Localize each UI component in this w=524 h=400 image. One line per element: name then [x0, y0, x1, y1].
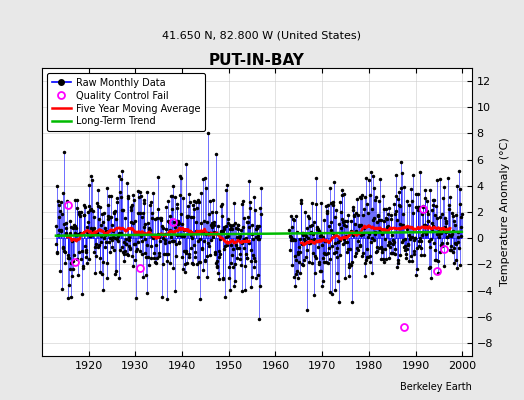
Text: Berkeley Earth: Berkeley Earth: [400, 382, 472, 392]
Title: PUT-IN-BAY: PUT-IN-BAY: [209, 53, 304, 68]
Y-axis label: Temperature Anomaly (°C): Temperature Anomaly (°C): [500, 138, 510, 286]
Legend: Raw Monthly Data, Quality Control Fail, Five Year Moving Average, Long-Term Tren: Raw Monthly Data, Quality Control Fail, …: [47, 73, 205, 131]
Text: 41.650 N, 82.800 W (United States): 41.650 N, 82.800 W (United States): [162, 30, 362, 40]
